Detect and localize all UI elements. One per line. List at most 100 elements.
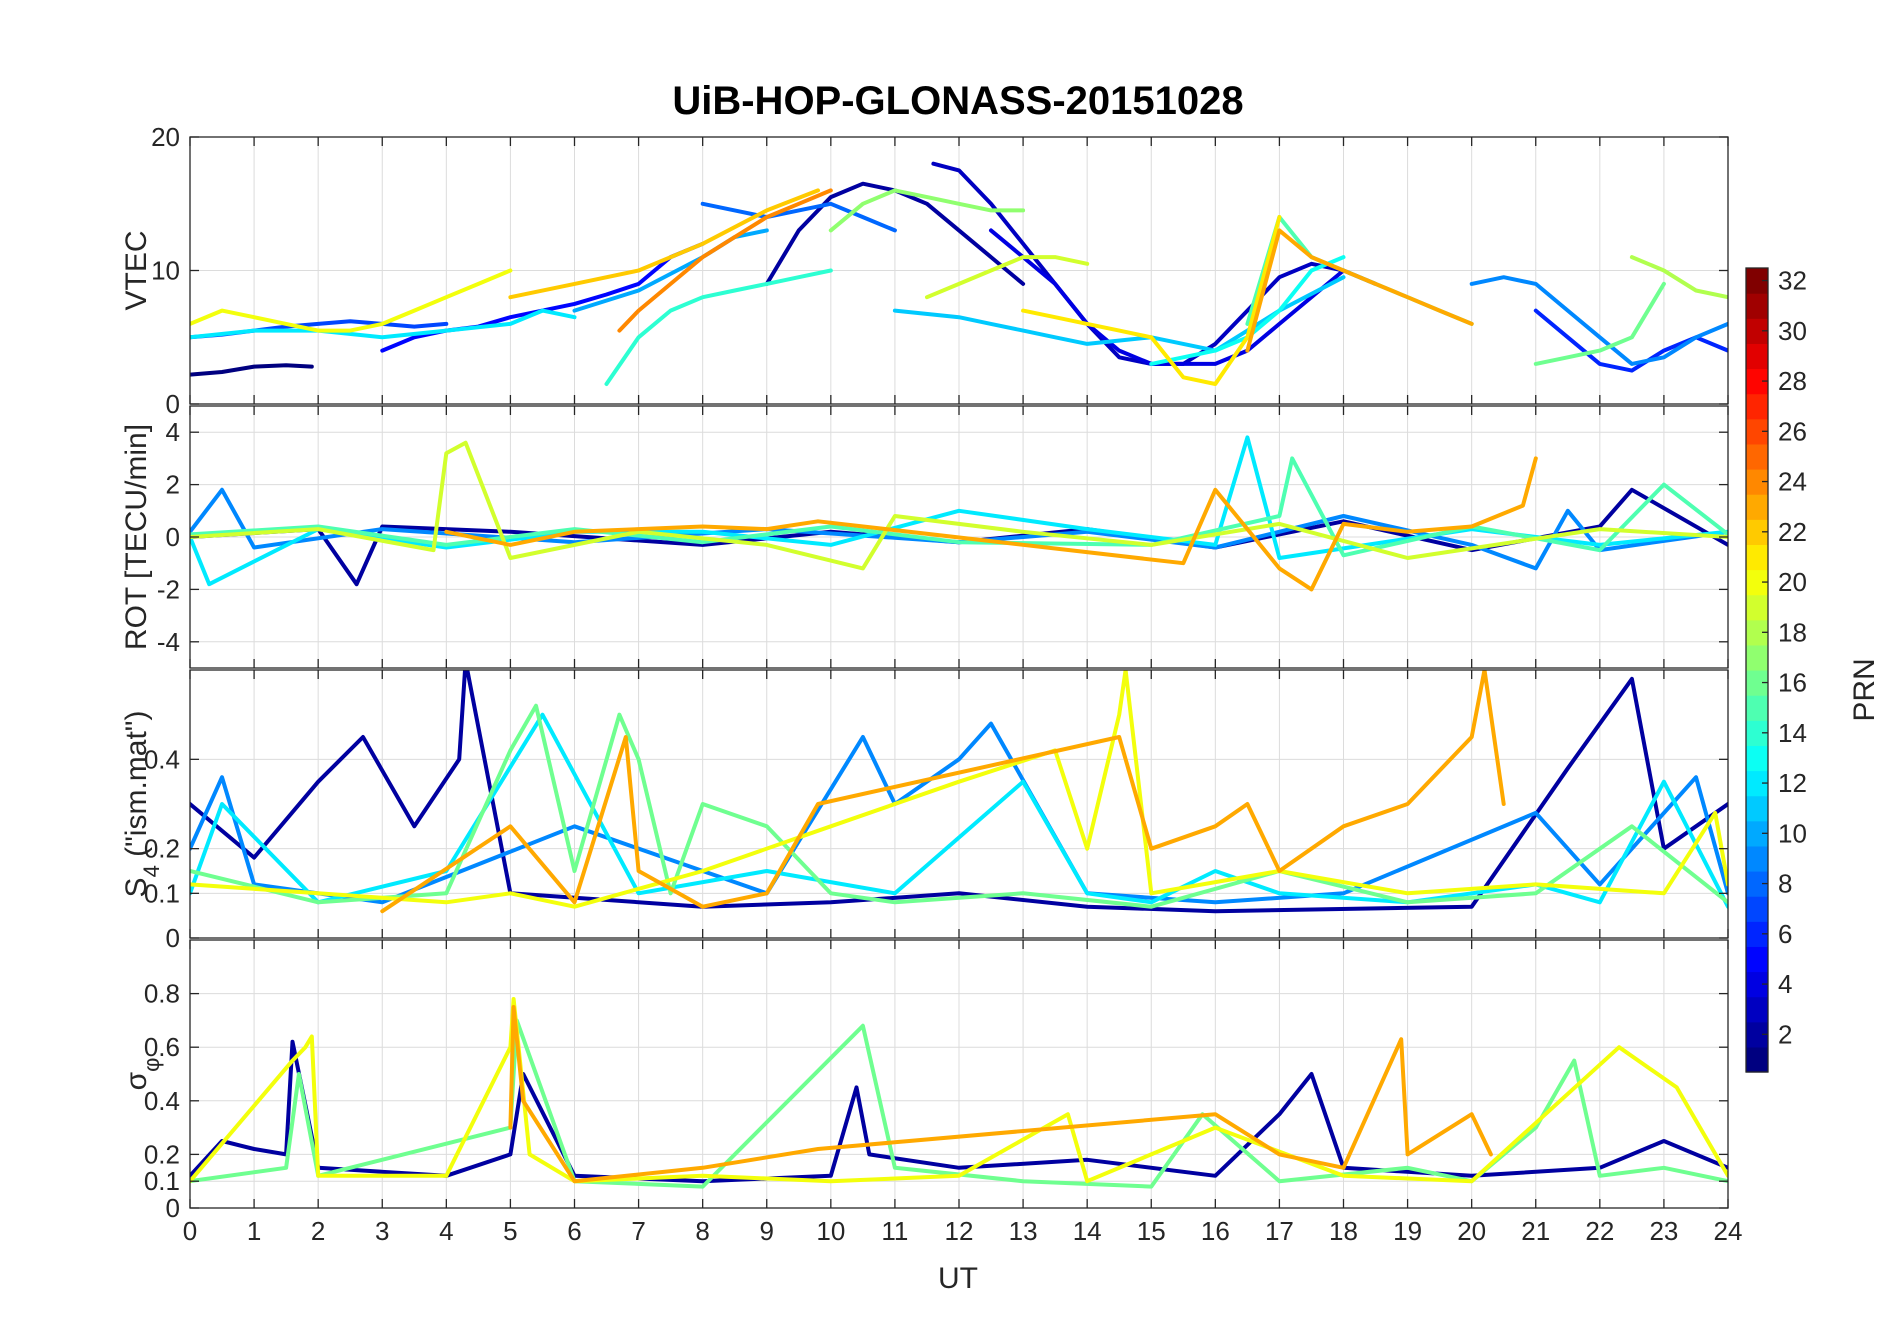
colorbar-frame	[1745, 267, 1769, 1073]
rot-series-prn-23	[444, 456, 1538, 592]
colorbar-tick-label: 32	[1778, 266, 1807, 296]
vtec-series-prn-23	[1245, 228, 1474, 353]
rot-y-tick-label: -2	[157, 574, 180, 604]
colorbar-level-29	[1746, 343, 1768, 370]
x-tick-label: 14	[1073, 1216, 1102, 1246]
colorbar-level-31	[1746, 293, 1768, 319]
vtec-series-prn-14	[604, 268, 833, 386]
colorbar-level-13	[1746, 745, 1768, 772]
vtec-series-prn-4	[989, 228, 1346, 366]
colorbar-level-2	[1746, 1021, 1768, 1048]
chart-title: UiB-HOP-GLONASS-20151028	[672, 79, 1243, 123]
colorbar-level-8	[1746, 871, 1768, 897]
colorbar-tick-label: 16	[1778, 668, 1807, 698]
vtec-series-prn-24	[617, 188, 833, 333]
sigma_phi-y-label-main: σ	[120, 1071, 153, 1090]
s4-y-tick-label: 0	[166, 923, 180, 953]
x-tick-label: 6	[567, 1216, 581, 1246]
rot-y-tick-label: 0	[166, 522, 180, 552]
colorbar-level-22	[1746, 519, 1768, 545]
colorbar-tick-label: 30	[1778, 316, 1807, 346]
rot-series-prn-19	[190, 440, 1728, 571]
x-tick-label: 21	[1521, 1216, 1550, 1246]
x-tick-label: 1	[247, 1216, 261, 1246]
s4-series-prn-16	[190, 703, 1728, 909]
x-tick-label: 5	[503, 1216, 517, 1246]
vtec-series-prn-16	[1533, 281, 1666, 366]
x-tick-label: 9	[760, 1216, 774, 1246]
s4-series-group	[190, 670, 1728, 914]
sigma_phi-series-prn-16	[190, 1018, 1728, 1189]
vtec-series-group	[190, 161, 1728, 386]
x-tick-label: 11	[881, 1216, 908, 1246]
colorbar-level-3	[1746, 996, 1768, 1023]
vtec-series-prn-17	[828, 188, 1026, 233]
s4-y-label-sub: 4	[139, 865, 164, 877]
colorbar-level-9	[1746, 845, 1768, 872]
colorbar-level-18	[1746, 619, 1768, 646]
panel-sigma_phi: 00.10.2 0.4 0.6 0.8 σφ	[120, 939, 1729, 1223]
x-tick-label: 19	[1393, 1216, 1422, 1246]
colorbar-level-21	[1746, 544, 1768, 571]
x-tick-label: 8	[695, 1216, 709, 1246]
colorbar-level-1	[1746, 1046, 1768, 1073]
rot-y-axis-label: ROT [TECU/min]	[120, 424, 153, 650]
x-tick-label: 24	[1714, 1216, 1743, 1246]
colorbar-level-23	[1746, 494, 1768, 520]
sigma_phi-y-tick-label: 0.8	[144, 979, 180, 1009]
vtec-y-tick-label: 10	[151, 256, 180, 286]
x-tick-label: 18	[1329, 1216, 1358, 1246]
colorbar-tick-label: 28	[1778, 366, 1807, 396]
vtec-series-prn-19	[925, 255, 1090, 300]
colorbar-level-12	[1746, 770, 1768, 797]
sigma_phi-series-group	[190, 997, 1728, 1189]
x-tick-label: 7	[631, 1216, 645, 1246]
colorbar-tick-label: 24	[1778, 467, 1807, 497]
x-tick-label: 4	[439, 1216, 453, 1246]
colorbar-level-20	[1746, 569, 1768, 596]
colorbar-tick-label: 18	[1778, 617, 1807, 647]
sigma_phi-y-tick-label: 0.2	[144, 1139, 180, 1169]
colorbar-level-16	[1746, 670, 1768, 696]
panel-rot: -4 -2 0 2 4 ROT [TECU/min]	[120, 405, 1729, 669]
colorbar-tick-label: 8	[1778, 869, 1792, 899]
colorbar-level-26	[1746, 418, 1768, 445]
x-tick-label: 15	[1137, 1216, 1166, 1246]
colorbar-tick-label: 10	[1778, 818, 1807, 848]
colorbar-tick-label: 20	[1778, 567, 1807, 597]
vtec-series-prn-1	[190, 363, 314, 377]
colorbar-level-7	[1746, 896, 1768, 922]
colorbar-level-15	[1746, 695, 1768, 721]
vtec-series-prn-20	[190, 268, 513, 333]
sigma_phi-y-tick-label: 0	[166, 1193, 180, 1223]
x-axis-label: UT	[938, 1262, 978, 1295]
colorbar-tick-label: 12	[1778, 768, 1807, 798]
vtec-y-axis-label: VTEC	[120, 230, 153, 310]
s4-y-label-main: S	[120, 877, 153, 897]
colorbar-level-32	[1746, 268, 1768, 294]
panel-s4: 00.10.20.4S4 ("ism.mat")	[120, 669, 1729, 953]
s4-y-tick-label: 0.2	[144, 834, 180, 864]
vtec-series-prn-22	[508, 188, 820, 300]
colorbar-tick-label: 6	[1778, 919, 1792, 949]
colorbar-level-19	[1746, 594, 1768, 621]
x-tick-label: 10	[816, 1216, 845, 1246]
colorbar-level-14	[1746, 720, 1768, 746]
sigma_phi-y-axis-label: σφ	[120, 1058, 164, 1091]
colorbar-tick-label: 4	[1778, 969, 1792, 999]
x-tick-label: 3	[375, 1216, 389, 1246]
x-tick-label: 13	[1009, 1216, 1038, 1246]
x-tick-label: 17	[1265, 1216, 1294, 1246]
sigma_phi-y-tick-label: 0.6	[144, 1032, 180, 1062]
s4-y-label-tail: ("ism.mat")	[120, 711, 153, 866]
x-tick-label: 23	[1649, 1216, 1678, 1246]
colorbar-level-6	[1746, 921, 1768, 947]
s4-y-tick-label: 0.4	[144, 744, 180, 774]
rot-y-tick-label: 4	[166, 417, 180, 447]
sigma_phi-y-tick-label: 0.4	[144, 1086, 180, 1116]
x-tick-label: 0	[183, 1216, 197, 1246]
colorbar-level-28	[1746, 368, 1768, 395]
colorbar-level-5	[1746, 946, 1768, 973]
